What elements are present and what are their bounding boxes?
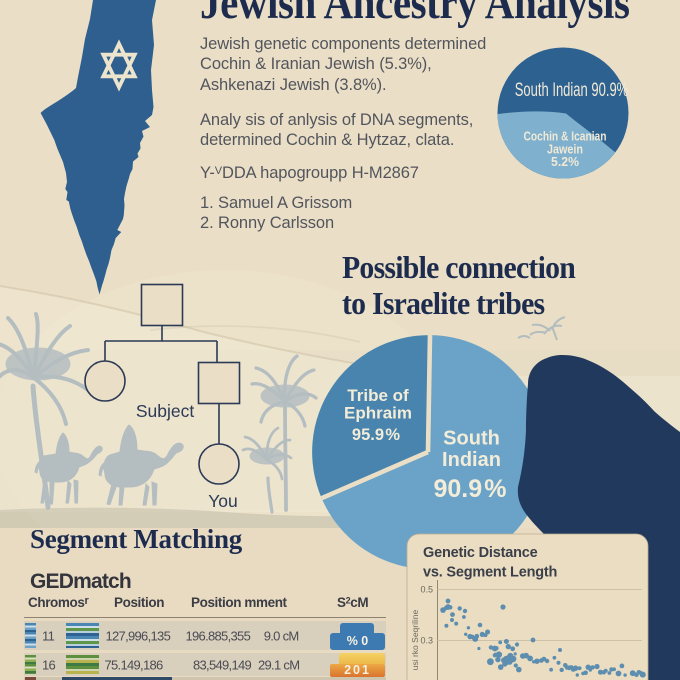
svg-text:Cochin & Icanian: Cochin & Icanian [524, 129, 607, 144]
svg-text:usi rko Seqriline: usi rko Seqriline [410, 609, 420, 670]
svg-text:0.3: 0.3 [420, 636, 433, 646]
svg-text:You: You [208, 491, 238, 511]
svg-text:0.5: 0.5 [420, 585, 433, 595]
svg-text:South: South [443, 428, 500, 450]
svg-text:90.9 %: 90.9 % [434, 475, 507, 503]
svg-text:95.9 %: 95.9 % [352, 426, 400, 444]
svg-text:Subject: Subject [136, 401, 195, 421]
svg-text:South Indian 90.9%: South Indian 90.9% [515, 80, 629, 101]
svg-text:Ephraim: Ephraim [344, 404, 412, 423]
svg-text:5.2%: 5.2% [551, 154, 579, 169]
svg-text:Tribe of: Tribe of [347, 386, 409, 405]
svg-text:vs. Segment Length: vs. Segment Length [423, 565, 557, 581]
svg-text:Genetic Distance: Genetic Distance [423, 545, 538, 561]
svg-text:Jawein: Jawein [547, 142, 583, 157]
svg-text:Indian: Indian [442, 449, 501, 471]
